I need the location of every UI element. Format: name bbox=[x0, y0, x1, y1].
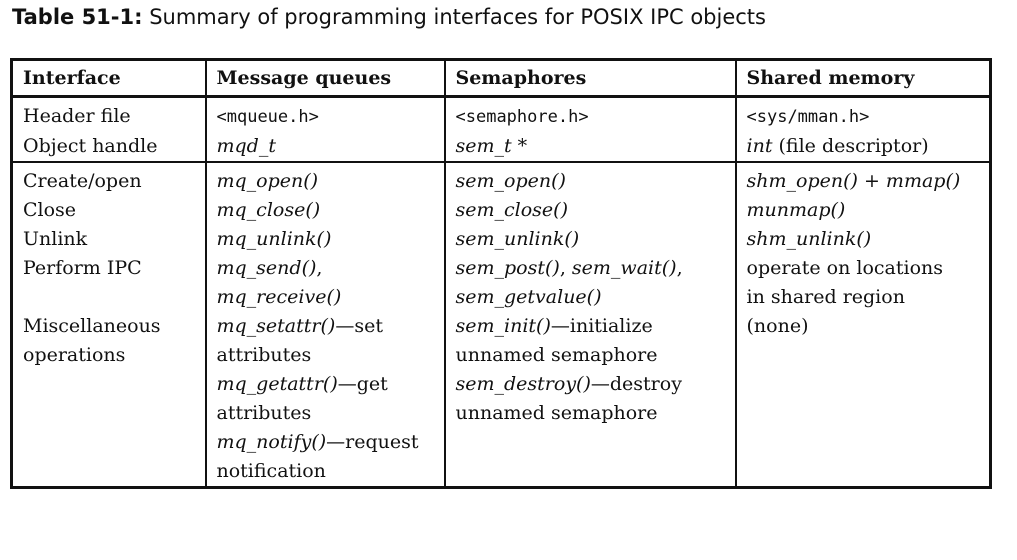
mq-send-fn: mq_send() bbox=[216, 257, 317, 279]
shm-create-open: shm_open() + mmap() bbox=[734, 161, 991, 196]
shm-unlink: shm_unlink() bbox=[734, 225, 991, 254]
misc-label-line2: operations bbox=[23, 344, 126, 366]
shm-object-handle: int (file descriptor) bbox=[734, 132, 991, 162]
mq-misc: mq_setattr()—set attributes mq_getattr()… bbox=[204, 312, 445, 488]
mq-notify-desc: —request bbox=[326, 431, 419, 453]
shm-misc-value: (none) bbox=[746, 315, 809, 337]
mq-create-open: mq_open() bbox=[204, 161, 445, 196]
mq-create-open-fn: mq_open() bbox=[216, 170, 319, 192]
mq-header-file: <mqueue.h> bbox=[204, 96, 445, 132]
shm-perform-ipc: operate on locations in shared region bbox=[734, 254, 991, 312]
mq-setattr-line2: attributes bbox=[216, 344, 312, 366]
shm-unlink-fn: shm_unlink() bbox=[746, 228, 872, 250]
shm-create-open-fn2: mmap() bbox=[885, 170, 961, 192]
header-shared-memory: Shared memory bbox=[734, 59, 991, 98]
shm-close: munmap() bbox=[734, 196, 991, 225]
mq-perform-ipc: mq_send(), mq_receive() bbox=[204, 254, 445, 312]
row-label: Close bbox=[23, 199, 77, 221]
sem-wait-fn: sem_wait() bbox=[571, 257, 677, 279]
table-row-unlink: Unlink mq_unlink() sem_unlink() shm_unli… bbox=[12, 225, 991, 254]
sem-wait-comma: , bbox=[676, 257, 683, 279]
mq-perform-ipc-line1: mq_send(), bbox=[217, 254, 434, 283]
row-label: Header file bbox=[23, 105, 131, 127]
sem-unlink-fn: sem_unlink() bbox=[455, 228, 580, 250]
mq-close: mq_close() bbox=[204, 196, 445, 225]
mq-close-fn: mq_close() bbox=[216, 199, 321, 221]
table-caption-label: Table 51-1: bbox=[12, 5, 143, 29]
table-row-object-handle: Object handle mqd_t sem_t * int (file de… bbox=[12, 132, 991, 162]
table-caption-text: Summary of programming interfaces for PO… bbox=[142, 5, 766, 29]
shm-perform-ipc-line1: operate on locations bbox=[746, 257, 944, 279]
mq-getattr-desc: —get bbox=[337, 373, 388, 395]
table-row-create-open: Create/open mq_open() sem_open() shm_ope… bbox=[11, 161, 991, 196]
row-label: Object handle bbox=[23, 135, 158, 157]
shm-object-handle-type: int bbox=[746, 135, 773, 157]
shm-header-file: <sys/mman.h> bbox=[734, 96, 991, 132]
mq-object-handle: mqd_t bbox=[204, 132, 445, 162]
header-interface: Interface bbox=[11, 59, 206, 98]
misc-label: Miscellaneous operations bbox=[12, 312, 206, 488]
table-row-header-file: Header file <mqueue.h> <semaphore.h> <sy… bbox=[12, 96, 991, 132]
sem-close-fn: sem_close() bbox=[455, 199, 569, 221]
sem-object-handle-value: sem_t * bbox=[455, 135, 528, 157]
sem-perform-ipc: sem_post(), sem_wait(), sem_getvalue() bbox=[443, 254, 736, 312]
sem-destroy-fn: sem_destroy() bbox=[455, 373, 591, 395]
header-message-queues: Message queues bbox=[204, 59, 445, 98]
mq-getattr-line2: attributes bbox=[216, 402, 312, 424]
row-label: Create/open bbox=[11, 161, 206, 196]
mq-notify-line1: mq_notify()—request bbox=[217, 428, 434, 457]
shm-perform-ipc-line2: in shared region bbox=[746, 286, 905, 308]
sem-init-fn: sem_init() bbox=[455, 315, 551, 337]
sem-header-file: <semaphore.h> bbox=[443, 96, 736, 132]
sem-create-open-fn: sem_open() bbox=[455, 170, 566, 192]
header-row: Interface Message queues Semaphores Shar… bbox=[11, 59, 991, 98]
mq-setattr-fn: mq_setattr() bbox=[216, 315, 336, 337]
shm-misc: (none) bbox=[734, 312, 991, 488]
mq-send-comma: , bbox=[316, 257, 323, 279]
shm-create-open-fn1: shm_open() bbox=[746, 170, 858, 192]
posix-ipc-summary-table: Interface Message queues Semaphores Shar… bbox=[10, 58, 992, 489]
mq-unlink-fn: mq_unlink() bbox=[216, 228, 332, 250]
header-semaphores: Semaphores bbox=[443, 59, 736, 98]
row-label: Unlink bbox=[23, 228, 88, 250]
sem-destroy-line2: unnamed semaphore bbox=[455, 402, 658, 424]
mq-unlink: mq_unlink() bbox=[204, 225, 445, 254]
mq-header-file-value: <mqueue.h> bbox=[216, 107, 319, 127]
table-body: Header file <mqueue.h> <semaphore.h> <sy… bbox=[11, 96, 991, 488]
sem-init-desc: —initialize bbox=[550, 315, 653, 337]
sem-post-sep: , bbox=[559, 257, 572, 279]
mq-getattr-line1: mq_getattr()—get bbox=[217, 370, 434, 399]
sem-init-line2: unnamed semaphore bbox=[455, 344, 658, 366]
mq-setattr-line1: mq_setattr()—set bbox=[217, 312, 434, 341]
sem-destroy-desc: —destroy bbox=[590, 373, 682, 395]
sem-unlink: sem_unlink() bbox=[443, 225, 736, 254]
sem-header-file-value: <semaphore.h> bbox=[455, 107, 589, 127]
table-header: Interface Message queues Semaphores Shar… bbox=[11, 59, 991, 98]
sem-getvalue-fn: sem_getvalue() bbox=[455, 286, 602, 308]
shm-close-fn: munmap() bbox=[746, 199, 846, 221]
sem-misc: sem_init()—initialize unnamed semaphore … bbox=[443, 312, 736, 488]
sem-create-open: sem_open() bbox=[443, 161, 736, 196]
mq-notify-line2: notification bbox=[216, 460, 326, 482]
table-row-perform-ipc: Perform IPC mq_send(), mq_receive() sem_… bbox=[12, 254, 991, 312]
sem-object-handle: sem_t * bbox=[443, 132, 736, 162]
shm-header-file-value: <sys/mman.h> bbox=[746, 107, 870, 127]
row-label: Perform IPC bbox=[23, 257, 142, 279]
misc-label-line1: Miscellaneous bbox=[23, 315, 161, 337]
sem-destroy-line1: sem_destroy()—destroy bbox=[456, 370, 725, 399]
mq-getattr-fn: mq_getattr() bbox=[216, 373, 338, 395]
mq-setattr-desc: —set bbox=[335, 315, 383, 337]
shm-create-open-plus: + bbox=[857, 170, 886, 192]
shm-object-handle-note: (file descriptor) bbox=[772, 135, 929, 157]
mq-receive-fn: mq_receive() bbox=[216, 286, 342, 308]
table-row-close: Close mq_close() sem_close() munmap() bbox=[12, 196, 991, 225]
sem-close: sem_close() bbox=[443, 196, 736, 225]
table-caption: Table 51-1: Summary of programming inter… bbox=[12, 5, 766, 29]
mq-object-handle-value: mqd_t bbox=[216, 135, 276, 157]
sem-init-line1: sem_init()—initialize bbox=[456, 312, 725, 341]
sem-perform-ipc-line1: sem_post(), sem_wait(), bbox=[456, 254, 725, 283]
sem-post-fn: sem_post() bbox=[455, 257, 560, 279]
table-row-misc: Miscellaneous operations mq_setattr()—se… bbox=[12, 312, 991, 488]
mq-notify-fn: mq_notify() bbox=[216, 431, 327, 453]
